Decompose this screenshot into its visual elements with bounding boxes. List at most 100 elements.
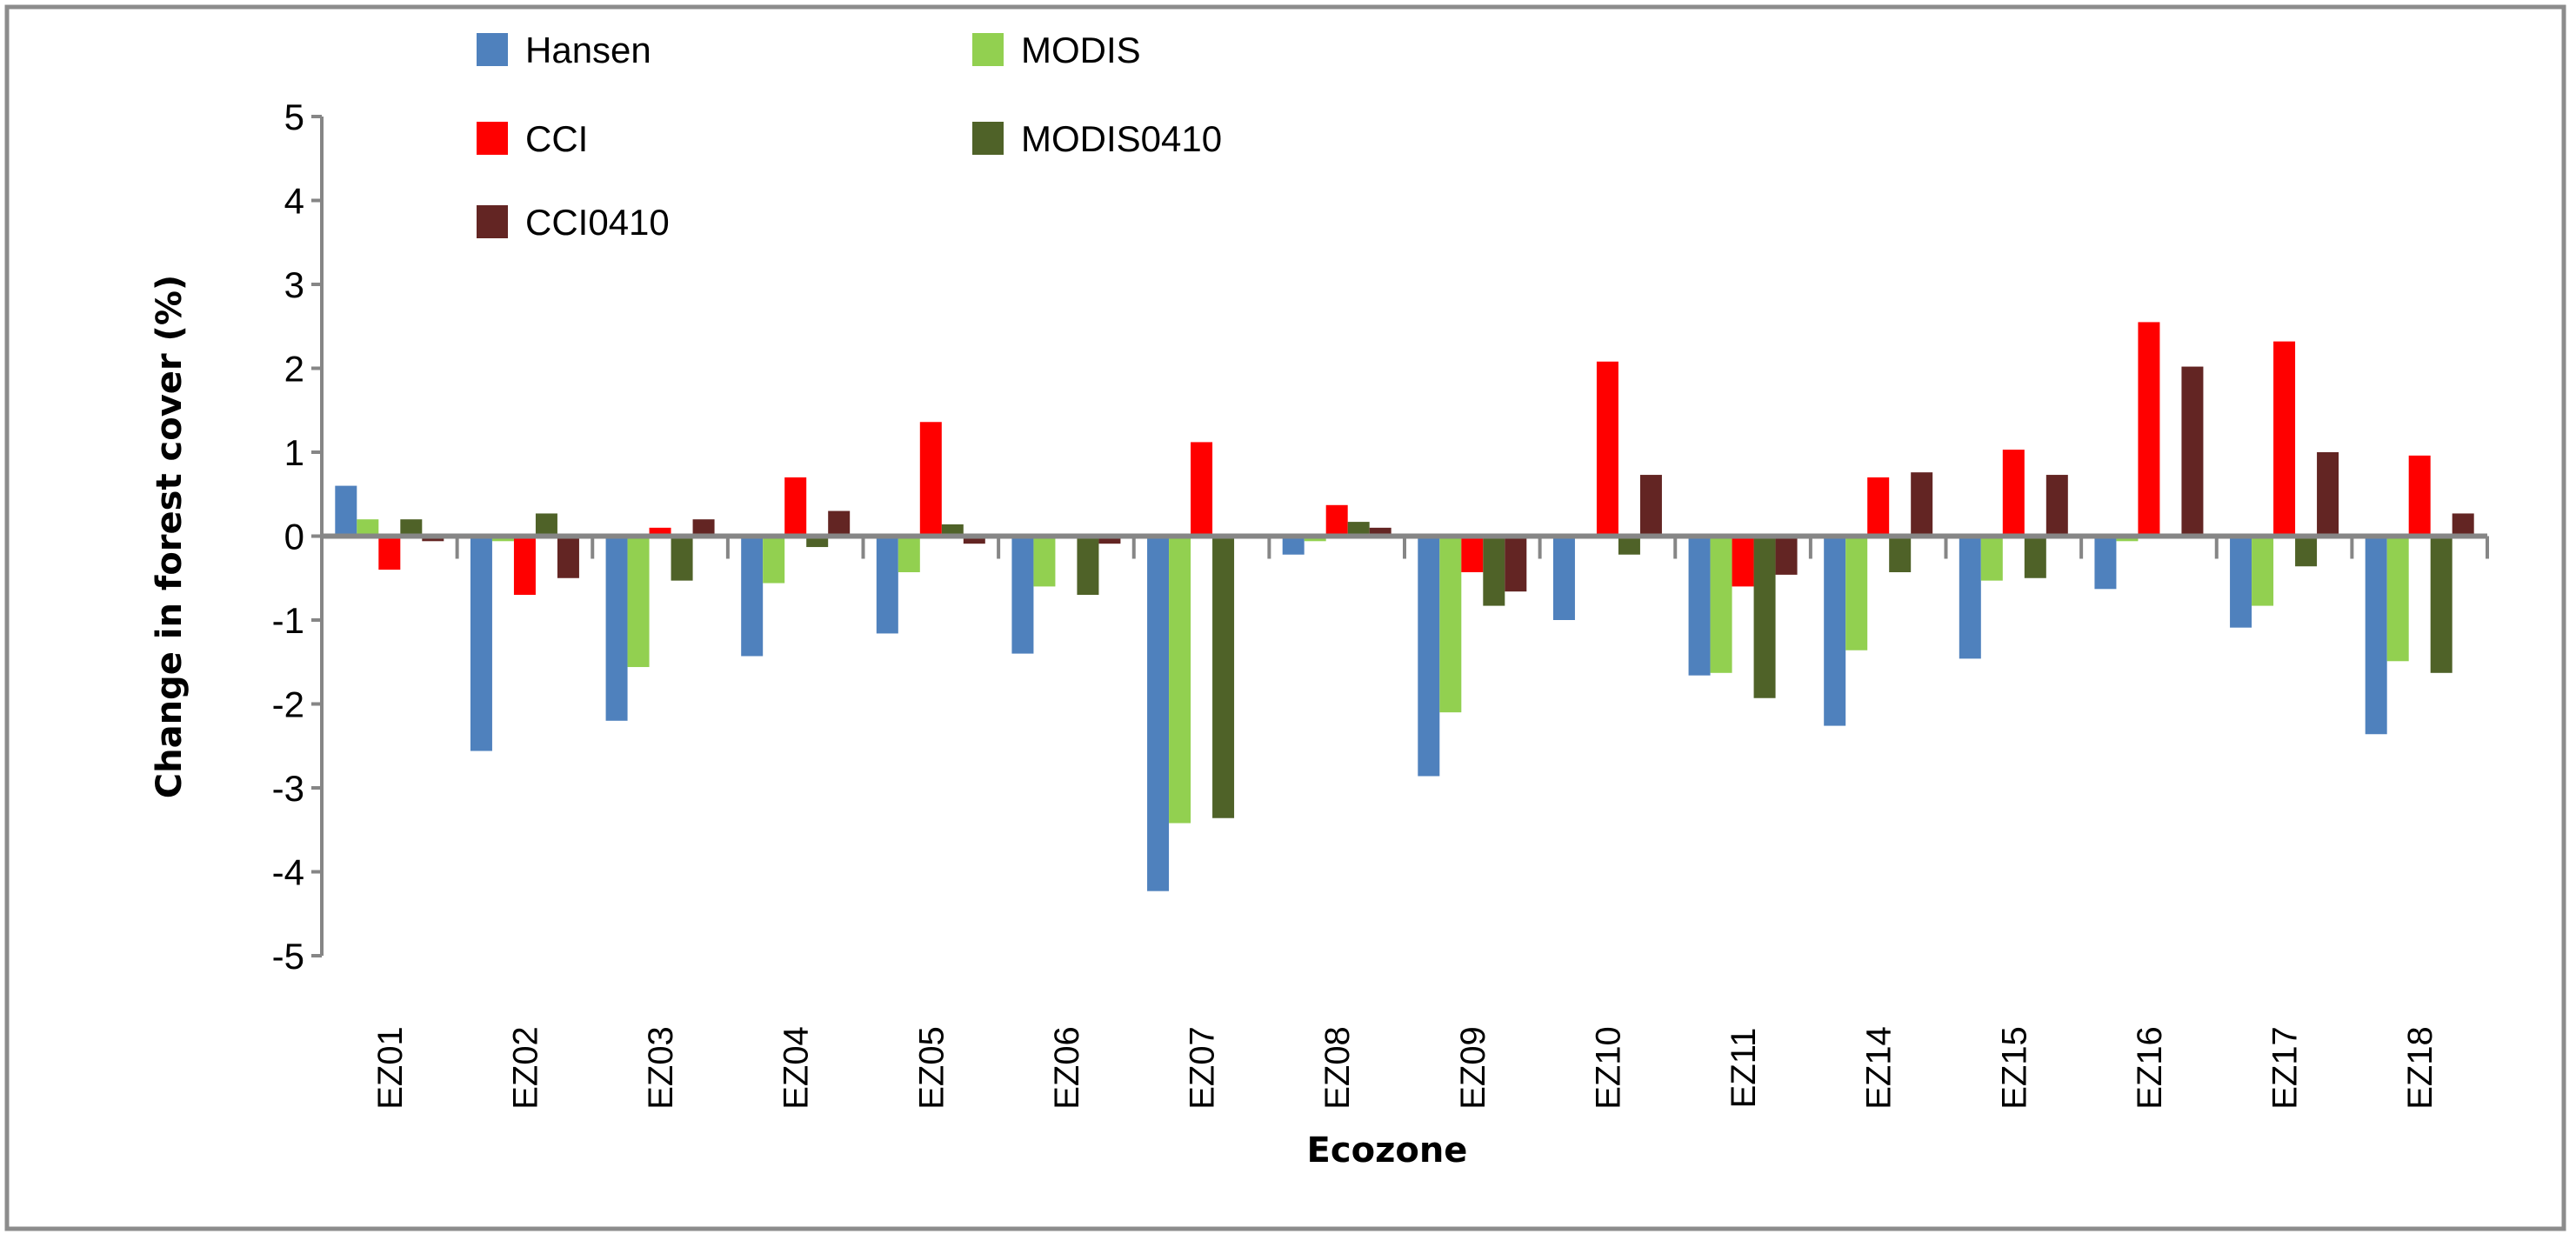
bar-cci-ez05 <box>919 422 942 537</box>
bar-modis-ez01 <box>357 519 379 537</box>
bar-modis0410-ez02 <box>535 513 557 537</box>
bar-modis-ez09 <box>1439 536 1462 713</box>
x-tick-label: EZ17 <box>2266 1026 2305 1110</box>
y-tick-label: -3 <box>272 768 304 809</box>
bar-modis0410-ez17 <box>2295 536 2318 567</box>
y-tick-label: 3 <box>284 264 304 305</box>
bar-modis0410-ez10 <box>1618 536 1640 555</box>
bar-hansen-ez02 <box>470 536 492 751</box>
bar-cci0410-ez15 <box>2045 475 2068 537</box>
bar-modis0410-ez04 <box>806 536 829 548</box>
bar-modis-ez14 <box>1845 536 1868 650</box>
bar-hansen-ez16 <box>2094 536 2117 590</box>
bar-hansen-ez07 <box>1147 536 1170 891</box>
bar-cci-ez16 <box>2138 322 2160 537</box>
bar-modis0410-ez18 <box>2430 536 2453 673</box>
bar-cci0410-ez14 <box>1911 472 1933 537</box>
bar-hansen-ez06 <box>1011 536 1034 654</box>
legend-item-cci0410: CCI0410 <box>477 202 670 243</box>
x-tick-label: EZ01 <box>371 1026 410 1110</box>
x-tick-label: EZ08 <box>1318 1026 1357 1110</box>
bar-modis-ez18 <box>2386 536 2409 662</box>
bar-modis0410-ez01 <box>400 519 423 537</box>
x-tick-label: EZ04 <box>777 1026 816 1110</box>
legend-label: MODIS <box>1021 30 1141 70</box>
x-tick-label: EZ16 <box>2131 1026 2169 1110</box>
bar-cci0410-ez10 <box>1639 475 1662 537</box>
bar-hansen-ez05 <box>876 536 898 634</box>
y-tick-label: 5 <box>284 97 304 137</box>
bar-cci-ez14 <box>1867 477 1890 537</box>
bar-cci0410-ez03 <box>692 519 715 537</box>
bar-hansen-ez18 <box>2365 536 2387 735</box>
legend-swatch <box>477 205 508 238</box>
bar-cci-ez09 <box>1461 536 1484 572</box>
bar-hansen-ez03 <box>605 536 628 721</box>
bar-hansen-ez11 <box>1688 536 1711 676</box>
legend-swatch <box>972 122 1004 155</box>
bar-cci0410-ez17 <box>2317 452 2339 537</box>
bar-hansen-ez09 <box>1418 536 1440 777</box>
bar-modis0410-ez07 <box>1212 536 1235 818</box>
bar-hansen-ez08 <box>1282 536 1305 555</box>
legend-item-cci: CCI <box>477 118 588 159</box>
bar-cci-ez10 <box>1596 361 1618 537</box>
chart-border <box>4 4 2566 1231</box>
bar-modis0410-ez11 <box>1753 536 1776 698</box>
bar-cci0410-ez16 <box>2181 366 2204 537</box>
legend-item-hansen: Hansen <box>477 30 651 70</box>
y-tick-label: 2 <box>284 349 304 390</box>
y-tick-label: -2 <box>272 684 304 725</box>
bar-modis0410-ez15 <box>2024 536 2046 578</box>
y-tick-label: -4 <box>272 852 304 893</box>
x-tick-label: EZ09 <box>1454 1026 1492 1110</box>
bar-cci-ez17 <box>2273 341 2296 537</box>
y-axis-title: Change in forest cover (%) <box>150 275 190 798</box>
bar-cci-ez18 <box>2408 455 2431 537</box>
bar-modis0410-ez09 <box>1483 536 1505 606</box>
bar-modis0410-ez08 <box>1347 522 1370 537</box>
legend-swatch <box>477 33 508 66</box>
x-tick-label: EZ11 <box>1725 1028 1763 1109</box>
bar-hansen-ez17 <box>2230 536 2252 628</box>
bar-cci0410-ez09 <box>1505 536 1527 592</box>
y-tick-label: 1 <box>284 432 304 473</box>
x-tick-label: EZ03 <box>642 1026 680 1110</box>
bar-cci0410-ez05 <box>963 536 985 544</box>
bar-hansen-ez01 <box>335 485 357 537</box>
x-tick-label: EZ10 <box>1589 1026 1627 1110</box>
bar-cci-ez08 <box>1325 504 1348 537</box>
x-tick-label: EZ02 <box>506 1026 544 1110</box>
bar-modis0410-ez14 <box>1889 536 1912 572</box>
bar-hansen-ez04 <box>741 536 764 657</box>
bar-cci0410-ez06 <box>1098 536 1121 544</box>
bar-cci-ez01 <box>378 536 401 570</box>
x-tick-label: EZ15 <box>1995 1026 2033 1110</box>
x-tick-label: EZ05 <box>912 1026 951 1110</box>
bar-modis-ez07 <box>1169 536 1191 824</box>
bar-cci-ez03 <box>649 527 671 537</box>
bar-cci-ez07 <box>1191 442 1213 537</box>
bar-cci0410-ez11 <box>1775 536 1798 575</box>
bar-modis-ez15 <box>1980 536 2003 581</box>
bar-modis-ez03 <box>627 536 650 668</box>
bar-modis-ez06 <box>1033 536 1056 587</box>
x-axis-title: Ecozone <box>1307 1131 1468 1171</box>
bar-modis-ez11 <box>1710 536 1732 673</box>
bar-hansen-ez15 <box>1959 536 1981 659</box>
bar-cci0410-ez02 <box>557 536 579 578</box>
legend-label: CCI <box>525 118 588 159</box>
bar-hansen-ez10 <box>1552 536 1575 620</box>
y-tick-label: 4 <box>284 181 304 222</box>
y-tick-label: -5 <box>272 936 304 977</box>
legend-item-modis0410: MODIS0410 <box>972 118 1222 159</box>
y-tick-label: -1 <box>272 600 304 641</box>
legend-swatch <box>477 122 508 155</box>
bar-modis0410-ez06 <box>1077 536 1099 596</box>
bar-modis0410-ez03 <box>671 536 693 581</box>
bar-modis0410-ez05 <box>941 524 964 537</box>
bar-modis-ez04 <box>763 536 785 584</box>
x-tick-label: EZ06 <box>1048 1026 1086 1110</box>
y-tick-label: 0 <box>284 517 304 557</box>
